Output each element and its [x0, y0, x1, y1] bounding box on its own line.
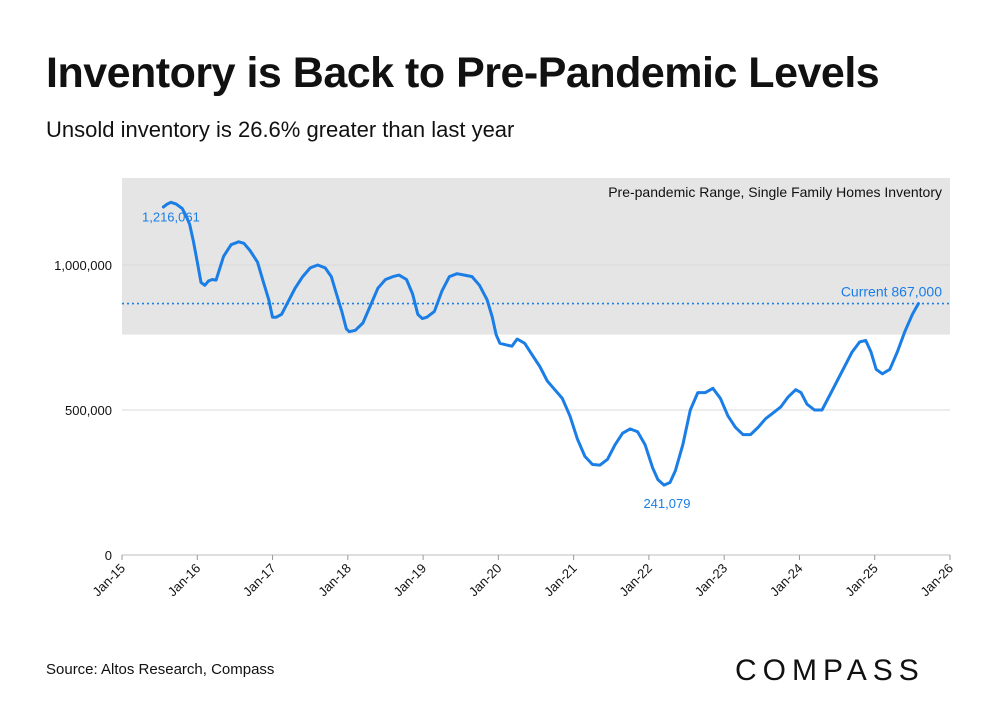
x-tick-label: Jan-24: [767, 561, 806, 600]
y-tick-label: 1,000,000: [54, 258, 112, 273]
y-tick-label: 500,000: [65, 403, 112, 418]
x-tick-label: Jan-23: [692, 561, 731, 600]
chart-title: Inventory is Back to Pre-Pandemic Levels: [46, 49, 880, 97]
x-tick-label: Jan-15: [89, 561, 128, 600]
source-note: Source: Altos Research, Compass: [46, 661, 275, 678]
x-tick-label: Jan-25: [842, 561, 881, 600]
x-tick-label: Jan-20: [466, 561, 505, 600]
inventory-series-line: [161, 200, 920, 487]
current-value-label: Current 867,000: [841, 284, 942, 300]
pre-pandemic-band: [122, 178, 950, 335]
x-tick-label: Jan-21: [541, 561, 580, 600]
x-tick-label: Jan-26: [917, 561, 956, 600]
peak-annotation: 1,216,061: [142, 209, 200, 224]
x-tick-label: Jan-19: [390, 561, 429, 600]
x-tick-label: Jan-16: [165, 561, 204, 600]
y-tick-label: 0: [105, 548, 112, 563]
x-tick-label: Jan-22: [616, 561, 655, 600]
band-label: Pre-pandemic Range, Single Family Homes …: [608, 184, 942, 200]
x-tick-label: Jan-17: [240, 561, 279, 600]
chart-subtitle: Unsold inventory is 26.6% greater than l…: [46, 117, 515, 142]
x-tick-label: Jan-18: [315, 561, 354, 600]
compass-logo: COMPASS: [735, 654, 925, 687]
trough-annotation: 241,079: [643, 496, 690, 511]
